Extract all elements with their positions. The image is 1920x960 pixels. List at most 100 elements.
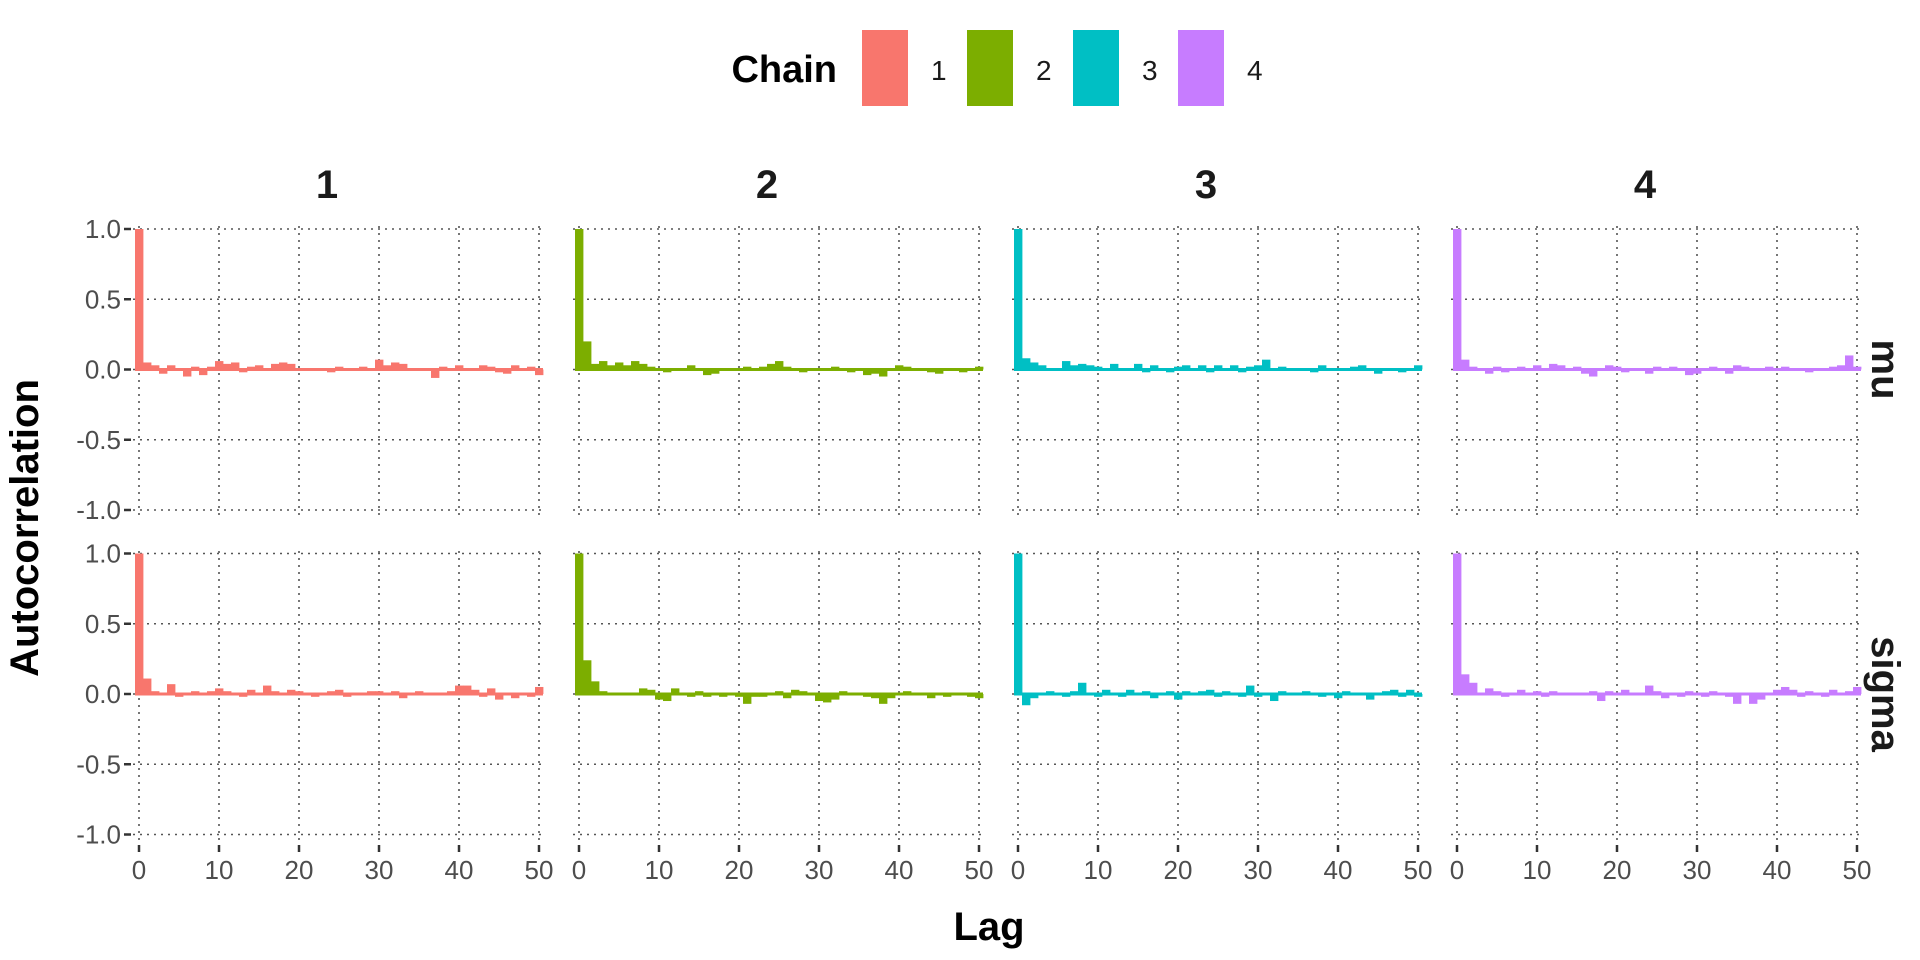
bar (1254, 365, 1263, 370)
bar (1150, 365, 1159, 370)
x-tick-label: 30 (1244, 855, 1273, 885)
strip-label-row-mu: mu (1863, 340, 1907, 400)
bar (279, 362, 288, 370)
bar (1102, 689, 1111, 694)
bar (1733, 694, 1742, 704)
x-axis-title: Lag (953, 905, 1024, 949)
bar (1022, 358, 1031, 370)
y-tick-label: -1.0 (76, 820, 121, 850)
y-tick-label: 0.5 (85, 284, 121, 314)
bar (511, 365, 520, 370)
bar (1485, 369, 1494, 374)
bar (1773, 689, 1782, 694)
bar (1062, 361, 1071, 370)
bar (631, 361, 640, 370)
bar (1749, 694, 1758, 704)
x-tick-label: 10 (645, 855, 674, 885)
bar (199, 369, 208, 376)
legend-label-2: 2 (1036, 55, 1052, 86)
bar (575, 553, 584, 694)
y-tick-label: 0.0 (85, 355, 121, 385)
bar (1182, 365, 1191, 370)
bar (1038, 365, 1047, 370)
bar (1030, 362, 1039, 370)
legend-label-1: 1 (931, 55, 947, 86)
bar (1853, 686, 1862, 694)
bar (535, 686, 544, 694)
x-tick-label: 20 (1164, 855, 1193, 885)
bar (879, 694, 888, 704)
bar (583, 660, 592, 694)
y-axis-title: Autocorrelation (3, 379, 47, 677)
legend-key-3 (1073, 30, 1119, 106)
panel-mu-chain-3 (1012, 226, 1424, 518)
bar (1414, 365, 1423, 370)
bar (287, 363, 296, 370)
bar (1206, 689, 1215, 694)
bar (167, 365, 176, 370)
x-tick-label: 10 (1084, 855, 1113, 885)
bar (1262, 359, 1271, 370)
bar (687, 365, 696, 370)
bar (479, 365, 488, 370)
legend-label-3: 3 (1142, 55, 1158, 86)
bar (815, 694, 824, 702)
x-tick-label: 40 (445, 855, 474, 885)
bar (871, 694, 880, 699)
bar (375, 359, 384, 370)
bar (335, 689, 344, 694)
bar (775, 361, 784, 370)
bar (743, 694, 752, 704)
bar (167, 684, 176, 694)
facet-panels: 1 2 3 4 mu sigma -1.0 -0.5 0.0 0.5 1.0 -1.0 -0.5 0.0 0… (76, 163, 1907, 885)
bar (927, 694, 936, 699)
bar (1318, 365, 1327, 370)
bar (663, 694, 672, 702)
bar (1086, 365, 1095, 370)
bar (703, 369, 712, 376)
bar (431, 369, 440, 378)
y-tick-label: -0.5 (76, 425, 121, 455)
x-tick-label: 30 (1683, 855, 1712, 885)
bar (1845, 355, 1854, 370)
bar (711, 369, 720, 374)
legend-title: Chain (731, 49, 837, 91)
bar (471, 689, 480, 694)
bar (135, 553, 144, 694)
bar (263, 685, 272, 694)
y-tick-label: 0.0 (85, 679, 121, 709)
bar (183, 369, 192, 377)
x-tick-label: 0 (1011, 855, 1025, 885)
bar (1597, 694, 1606, 702)
bar (1150, 694, 1159, 699)
bar (583, 341, 592, 370)
bar (1589, 369, 1598, 377)
legend-label-4: 4 (1247, 55, 1263, 86)
bar (1693, 369, 1702, 374)
x-tick-label: 40 (885, 855, 914, 885)
legend-key-4 (1178, 30, 1224, 106)
bar (1621, 689, 1630, 694)
bar (215, 688, 224, 694)
x-tick-label: 0 (132, 855, 146, 885)
bar (823, 694, 832, 703)
bar (767, 363, 776, 370)
y-tick-label: 0.5 (85, 609, 121, 639)
bar (247, 689, 256, 694)
bar (271, 363, 280, 370)
bar (511, 694, 520, 699)
bar (1533, 365, 1542, 370)
bar (1461, 359, 1470, 370)
bar (151, 365, 160, 370)
panel-sigma-chain-1: -1.0 -0.5 0.0 0.5 1.0 0 10 20 30 40 50 (76, 539, 553, 886)
bar (623, 365, 632, 370)
bar (1174, 694, 1183, 700)
bar (1214, 365, 1223, 370)
bar (791, 689, 800, 694)
x-tick-label: 0 (572, 855, 586, 885)
bar (1837, 365, 1846, 370)
bar (455, 685, 464, 694)
x-tick-label: 10 (1523, 855, 1552, 885)
strip-label-row-sigma: sigma (1863, 636, 1907, 752)
bar (1485, 688, 1494, 694)
